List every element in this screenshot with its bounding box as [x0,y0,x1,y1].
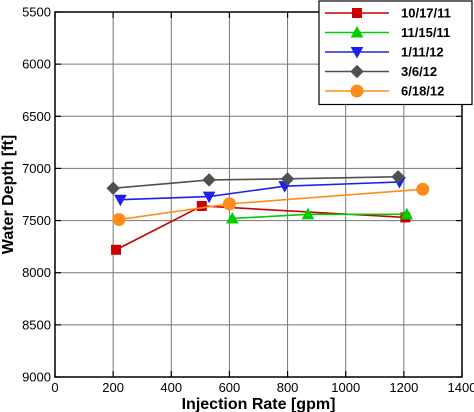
legend-label: 10/17/11 [401,6,451,21]
x-axis-label: Injection Rate [gpm] [182,396,336,412]
data-point [280,172,295,186]
series-2 [225,207,414,224]
y-tick-label: 8000 [22,265,51,280]
y-tick-label: 5500 [22,5,51,20]
series-line [115,205,406,251]
data-point [416,182,430,196]
data-point [111,244,122,255]
x-tick-label: 200 [102,380,124,395]
data-point [114,194,127,207]
legend-entry: 10/17/11 [325,6,451,21]
series-line [120,181,400,201]
x-tick-label: 1400 [448,380,474,395]
y-axis-label: Water Depth [ft] [0,135,17,254]
data-point [202,173,216,187]
y-tick-label: 6000 [22,57,51,72]
legend-label: 6/18/12 [401,84,444,99]
data-point [301,207,315,220]
y-tick-label: 7000 [22,161,51,176]
y-tick-label: 6500 [22,109,51,124]
data-point [391,170,405,184]
y-tick-label: 9000 [22,370,51,385]
data-point [196,200,207,211]
series-line [113,175,399,190]
series-4 [106,170,405,195]
legend-marker [350,47,364,59]
legend-entry: 3/6/12 [325,64,437,79]
legend-entry: 11/15/11 [325,25,450,40]
legend-label: 1/11/12 [401,45,444,60]
data-point [400,207,414,220]
legend-marker [350,64,364,79]
data-point [106,181,120,195]
x-tick-label: 400 [160,380,182,395]
y-tick-label: 7500 [22,213,51,228]
series-1 [111,200,411,255]
data-point [112,213,126,227]
legend: 10/17/11 11/15/11 1/11/12 3/6/12 6/18/12 [318,0,473,106]
axis-ticks: 0 200 400 600 800 1000 1200 1400 5500 6000 6500 700… [22,5,474,396]
legend-entry: 6/18/12 [325,84,444,99]
legend-entry: 1/11/12 [325,45,444,60]
series-5 [112,182,430,227]
plot-frame [54,11,463,378]
x-tick-label: 1000 [331,380,360,395]
y-tick-label: 8500 [22,317,51,332]
legend-marker [350,25,364,38]
x-tick-label: 600 [219,380,241,395]
legend-label: 3/6/12 [401,64,437,79]
legend-marker [352,8,362,18]
data-series [106,170,430,255]
data-point [222,197,236,211]
legend-label: 11/15/11 [401,25,450,40]
data-point [202,191,216,204]
x-tick-label: 800 [277,380,299,395]
data-point [225,211,239,224]
x-tick-label: 0 [51,380,58,395]
legend-marker [350,84,364,98]
x-tick-label: 1200 [389,380,418,395]
